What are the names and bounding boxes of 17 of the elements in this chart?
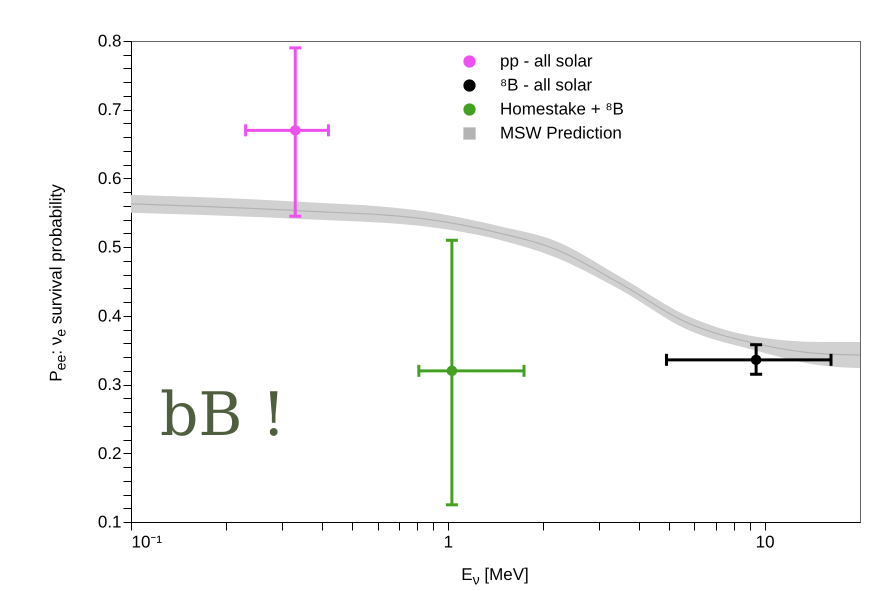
annotation: bB ! (160, 380, 286, 450)
x-tick-label: 1 (444, 532, 454, 552)
legend-label: pp - all solar (500, 52, 593, 70)
x-tick-label: 10⁻¹ (132, 532, 162, 552)
y-tick-label: 0.4 (98, 306, 122, 326)
x-axis-title: E$_{ν}$ [MeV] (461, 565, 529, 588)
legend-label: ⁸B - all solar (500, 76, 593, 94)
y-tick-label: 0.7 (98, 100, 122, 120)
y-tick-label: 0.8 (98, 32, 122, 50)
y-tick-label: 0.3 (98, 375, 122, 394)
y-tick-label: 0.6 (98, 168, 122, 188)
y-tick-label: 0.1 (98, 512, 122, 532)
y-tick-label: 0.5 (98, 238, 122, 257)
legend-label: MSW Prediction (500, 124, 622, 142)
legend-label: Homestake + ⁸B (500, 100, 624, 118)
x-tick-label: 10 (756, 532, 775, 552)
y-tick-label: 0.2 (98, 444, 122, 463)
